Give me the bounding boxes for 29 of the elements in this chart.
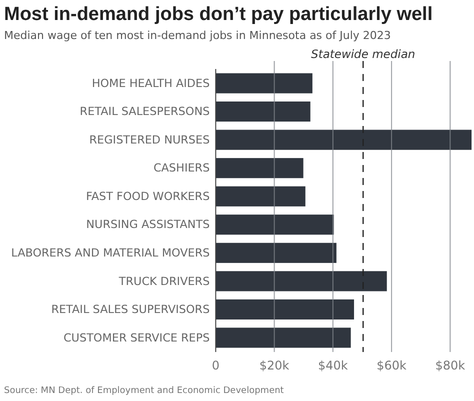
- y-tick-label: CASHIERS: [153, 162, 210, 175]
- source-note: Source: MN Dept. of Employment and Economic Development: [4, 386, 284, 396]
- bar: [216, 271, 387, 292]
- ref-line-label: Statewide median: [311, 47, 416, 61]
- x-tick-label: $60k: [376, 358, 407, 373]
- y-tick-label: TRUCK DRIVERS: [118, 274, 210, 288]
- y-tick-label: LABORERS AND MATERIAL MOVERS: [11, 246, 210, 260]
- chart-subtitle: Median wage of ten most in-demand jobs in Minnesota as of July 2023: [4, 29, 391, 42]
- x-tick-label: $20k: [259, 358, 290, 373]
- x-tick-label: 0: [212, 358, 220, 373]
- bar: [216, 242, 336, 263]
- y-tick-label: RETAIL SALESPERSONS: [80, 105, 210, 118]
- y-tick-label: NURSING ASSISTANTS: [86, 218, 210, 232]
- y-tick-label: RETAIL SALES SUPERVISORS: [51, 303, 210, 316]
- y-tick-label: HOME HEALTH AIDES: [92, 76, 210, 90]
- bar: [216, 130, 472, 150]
- bar: [216, 73, 312, 94]
- x-tick-label: $80k: [435, 358, 466, 373]
- bar: [216, 158, 304, 178]
- bar: [216, 299, 354, 320]
- bar: [216, 186, 306, 206]
- x-tick-label: $40k: [318, 358, 348, 373]
- y-tick-label: CUSTOMER SERVICE REPS: [63, 331, 210, 344]
- bar: [216, 328, 351, 348]
- bar: [216, 102, 310, 122]
- chart-title: Most in-demand jobs don’t pay particularly well: [4, 4, 433, 25]
- bar: [216, 214, 334, 235]
- y-tick-label: FAST FOOD WORKERS: [86, 190, 210, 203]
- y-tick-label: REGISTERED NURSES: [89, 133, 210, 146]
